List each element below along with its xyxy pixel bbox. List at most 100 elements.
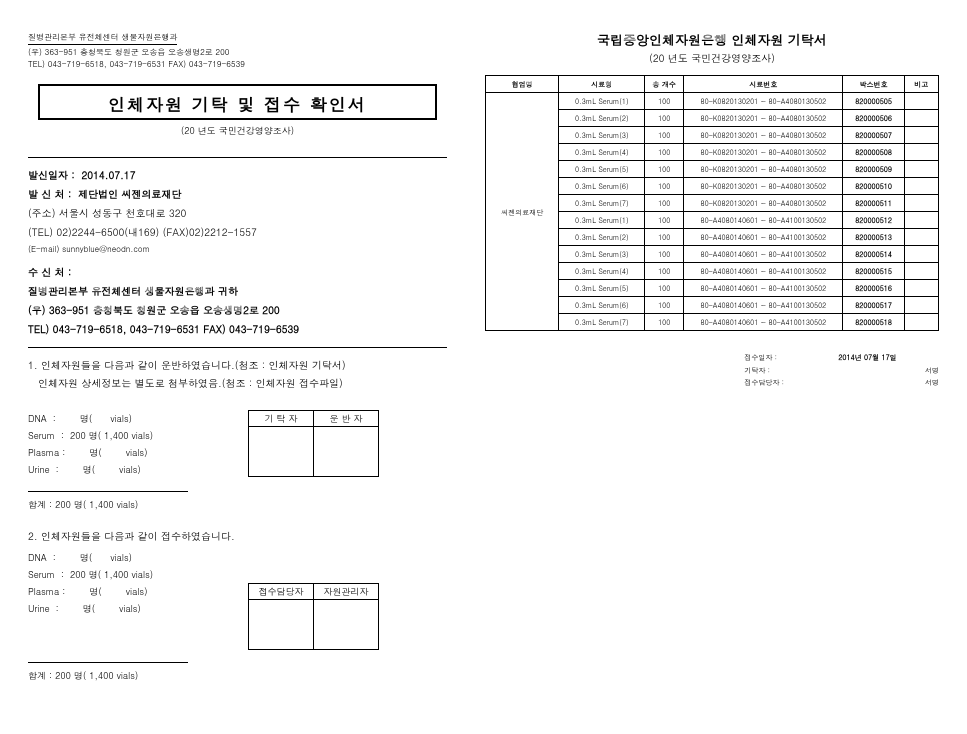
box-cell: 820000516 bbox=[843, 280, 904, 297]
type-cell: 0.3mL Serum(6) bbox=[559, 297, 645, 314]
count-cell: 100 bbox=[645, 212, 684, 229]
box-cell: 820000507 bbox=[843, 127, 904, 144]
sig-cell bbox=[249, 599, 314, 649]
box-cell: 820000512 bbox=[843, 212, 904, 229]
sign-date-val: 2014년 07월 17일 bbox=[797, 351, 897, 364]
th-box-no: 박스번호 bbox=[843, 76, 904, 93]
box-cell: 820000515 bbox=[843, 263, 904, 280]
samples-list: DNA : 명( vials) Serum : 200 명( 1,400 via… bbox=[28, 549, 228, 617]
right-sign-block: 접수일자 : 2014년 07월 17일 기탁자 : 서명 접수담당자 : 서명 bbox=[485, 351, 939, 389]
sign-consignor-label: 기탁자 : bbox=[744, 364, 794, 377]
box-cell: 820000506 bbox=[843, 110, 904, 127]
right-document: 국립중앙인체자원은행 인체자원 기탁서 (20 년도 국민건강영양조사) 협업명… bbox=[475, 0, 967, 734]
sender-email: (E-mail) sunnyblue@neodn.com bbox=[28, 242, 447, 257]
item1-line2: 인체자원 상세정보는 별도로 첨부하였음.(첨조 : 인체자원 접수파일) bbox=[28, 374, 447, 392]
sig-cell bbox=[249, 427, 314, 477]
sign-date-label: 접수일자 : bbox=[744, 351, 794, 364]
divider bbox=[28, 347, 447, 348]
sample-plasma: Plasma : 명( vials) bbox=[28, 444, 228, 461]
count-cell: 100 bbox=[645, 93, 684, 110]
sender-label: 발 신 처 : bbox=[28, 187, 71, 201]
type-cell: 0.3mL Serum(1) bbox=[559, 93, 645, 110]
right-title: 국립중앙인체자원은행 인체자원 기탁서 bbox=[485, 30, 939, 49]
type-cell: 0.3mL Serum(3) bbox=[559, 246, 645, 263]
signature-table-1: 기 탁 자 운 반 자 bbox=[248, 410, 379, 477]
total-1: 합계 : 200 명( 1,400 vials) bbox=[28, 491, 188, 511]
range-cell: 80-A4080140601 ~ 80-A4100130502 bbox=[684, 229, 843, 246]
recv-label: 수 신 처 : bbox=[28, 263, 447, 282]
box-cell: 820000509 bbox=[843, 161, 904, 178]
sender: 제단법인 씨젠의료재단 bbox=[78, 187, 181, 201]
type-cell: 0.3mL Serum(3) bbox=[559, 127, 645, 144]
sample-serum: Serum : 200 명( 1,400 vials) bbox=[28, 566, 228, 583]
count-cell: 100 bbox=[645, 127, 684, 144]
range-cell: 80-A4080140601 ~ 80-A4100130502 bbox=[684, 314, 843, 331]
box-cell: 820000511 bbox=[843, 195, 904, 212]
item2-line: 2. 인체자원들을 다음과 같이 접수하였습니다. bbox=[28, 529, 447, 543]
count-cell: 100 bbox=[645, 178, 684, 195]
sample-dna: DNA : 명( vials) bbox=[28, 410, 228, 427]
range-cell: 80-K0820130201 ~ 80-A4080130502 bbox=[684, 195, 843, 212]
sig2-b: 자원관리자 bbox=[314, 583, 379, 599]
count-cell: 100 bbox=[645, 314, 684, 331]
sample-urine: Urine : 명( vials) bbox=[28, 461, 228, 478]
deposit-table: 협업명 시료형 총 개수 시료번호 박스번호 비고 씨젠의료재단0.3mL Se… bbox=[485, 75, 939, 331]
right-subtitle: (20 년도 국민건강영양조사) bbox=[485, 51, 939, 65]
send-date: 2014.07.17 bbox=[81, 168, 135, 182]
remark-cell bbox=[904, 93, 938, 110]
sig-cell bbox=[314, 427, 379, 477]
sig2-a: 접수담당자 bbox=[249, 583, 314, 599]
samples-list: DNA : 명( vials) Serum : 200 명( 1,400 via… bbox=[28, 410, 228, 478]
sender-tel: (TEL) 02)2244-6500(내169) (FAX)02)2212-15… bbox=[28, 223, 447, 242]
left-document: 질병관리본부 유전체센터 생물자원은행과 (우) 363-951 충청북도 청원… bbox=[0, 0, 475, 734]
type-cell: 0.3mL Serum(1) bbox=[559, 212, 645, 229]
sample-dna: DNA : 명( vials) bbox=[28, 549, 228, 566]
count-cell: 100 bbox=[645, 246, 684, 263]
remark-cell bbox=[904, 110, 938, 127]
remark-cell bbox=[904, 144, 938, 161]
send-date-label: 발신일자 : bbox=[28, 168, 75, 182]
sign-receiver-label: 접수담당자 : bbox=[744, 376, 794, 389]
range-cell: 80-A4080140601 ~ 80-A4100130502 bbox=[684, 297, 843, 314]
divider bbox=[28, 157, 447, 158]
org-cell: 씨젠의료재단 bbox=[486, 93, 559, 331]
range-cell: 80-A4080140601 ~ 80-A4100130502 bbox=[684, 246, 843, 263]
receiver-block: 수 신 처 : 질병관리본부 유전체센터 생물자원은행과 귀하 (우) 363-… bbox=[28, 263, 447, 339]
th-org: 협업명 bbox=[486, 76, 559, 93]
table-row: 씨젠의료재단0.3mL Serum(1)10080-K0820130201 ~ … bbox=[486, 93, 939, 110]
type-cell: 0.3mL Serum(7) bbox=[559, 314, 645, 331]
count-cell: 100 bbox=[645, 229, 684, 246]
header-addr: (우) 363-951 충청북도 청원군 오송읍 오송생명2로 200 bbox=[28, 47, 447, 58]
sig-cell bbox=[314, 599, 379, 649]
remark-cell bbox=[904, 178, 938, 195]
th-type: 시료형 bbox=[559, 76, 645, 93]
sender-addr: (주소) 서울시 성동구 천호대로 320 bbox=[28, 204, 447, 223]
count-cell: 100 bbox=[645, 263, 684, 280]
count-cell: 100 bbox=[645, 144, 684, 161]
sign-receiver-sig: 서명 bbox=[899, 376, 939, 389]
doc-title: 인체자원 기탁 및 접수 확인서 bbox=[38, 84, 437, 120]
recv-tel: TEL) 043-719-6518, 043-719-6531 FAX) 043… bbox=[28, 320, 447, 339]
remark-cell bbox=[904, 280, 938, 297]
remark-cell bbox=[904, 314, 938, 331]
sample-urine: Urine : 명( vials) bbox=[28, 600, 228, 617]
sign-consignor-sig: 서명 bbox=[899, 364, 939, 377]
range-cell: 80-A4080140601 ~ 80-A4100130502 bbox=[684, 212, 843, 229]
type-cell: 0.3mL Serum(2) bbox=[559, 229, 645, 246]
remark-cell bbox=[904, 212, 938, 229]
th-sample-no: 시료번호 bbox=[684, 76, 843, 93]
type-cell: 0.3mL Serum(5) bbox=[559, 161, 645, 178]
range-cell: 80-K0820130201 ~ 80-A4080130502 bbox=[684, 161, 843, 178]
range-cell: 80-K0820130201 ~ 80-A4080130502 bbox=[684, 110, 843, 127]
box-cell: 820000518 bbox=[843, 314, 904, 331]
th-count: 총 개수 bbox=[645, 76, 684, 93]
box-cell: 820000514 bbox=[843, 246, 904, 263]
remark-cell bbox=[904, 195, 938, 212]
recv-org: 질병관리본부 유전체센터 생물자원은행과 귀하 bbox=[28, 282, 447, 301]
count-cell: 100 bbox=[645, 195, 684, 212]
doc-title-sub: (20 년도 국민건강영양조사) bbox=[28, 124, 447, 137]
box-cell: 820000510 bbox=[843, 178, 904, 195]
type-cell: 0.3mL Serum(6) bbox=[559, 178, 645, 195]
sample-plasma: Plasma : 명( vials) bbox=[28, 583, 228, 600]
recv-addr: (우) 363-951 충청북도 청원군 오송읍 오송생명2로 200 bbox=[28, 301, 447, 320]
